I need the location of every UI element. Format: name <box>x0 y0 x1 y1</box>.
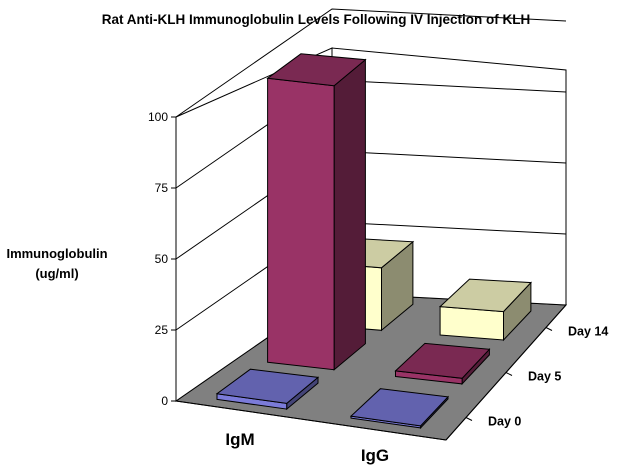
y-tick-label: 25 <box>155 323 169 337</box>
bar-day-5-igm <box>266 53 367 371</box>
bar-side <box>333 58 366 371</box>
y-tick-label: 100 <box>148 110 168 124</box>
depth-tick <box>505 372 513 376</box>
bar-day-5-igg <box>394 342 491 386</box>
bar-day-0-igg <box>349 388 450 430</box>
gridline <box>175 8 567 118</box>
depth-label: Day 0 <box>488 415 521 429</box>
bar-day-0-igm <box>215 368 320 411</box>
depth-label: Day 14 <box>568 325 608 339</box>
bars <box>215 53 533 430</box>
category-label-igm: IgM <box>225 430 254 449</box>
depth-label: Day 5 <box>528 370 561 384</box>
bar-top <box>215 368 320 404</box>
bar-top <box>349 388 450 427</box>
y-axis-ticks: 0 25 50 75 100 <box>148 110 176 408</box>
y-tick-label: 75 <box>155 181 169 195</box>
x-axis <box>175 400 447 441</box>
bar-top <box>266 53 367 87</box>
bar-day-14-igg <box>438 278 533 342</box>
depth-tick <box>545 327 553 331</box>
bar-front <box>267 77 335 371</box>
bar-top <box>438 278 533 313</box>
depth-tick <box>465 417 473 421</box>
y-tick-label: 50 <box>155 252 169 266</box>
bar-top <box>394 342 491 379</box>
bar-front <box>439 306 504 341</box>
depth-axis-labels: Day 0 Day 5 Day 14 <box>465 325 608 429</box>
y-axis-label-line2: (ug/ml) <box>35 266 78 281</box>
y-axis-label-line1: Immunoglobulin <box>6 246 107 261</box>
category-label-igg: IgG <box>361 446 389 465</box>
y-tick-label: 0 <box>161 394 168 408</box>
